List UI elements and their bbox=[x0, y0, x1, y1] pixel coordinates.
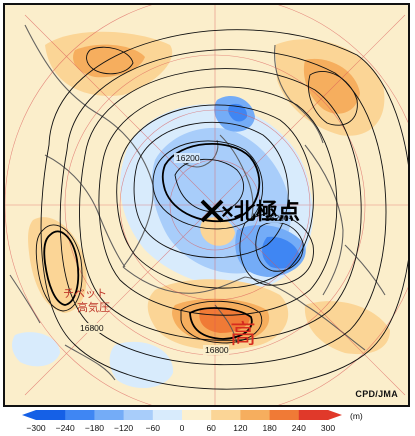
negative-anomaly-southwest bbox=[12, 332, 61, 367]
legend-color-swatch bbox=[182, 410, 212, 420]
contour-line bbox=[255, 221, 304, 272]
legend-unit-label: (m) bbox=[350, 411, 363, 421]
north-pole-label: ×北極点 bbox=[221, 199, 300, 224]
positive-anomaly-shading bbox=[28, 31, 390, 355]
contour-line bbox=[308, 71, 358, 126]
contour-line bbox=[59, 49, 387, 366]
legend-tick-label: 300 bbox=[321, 423, 335, 433]
legend-tick-label: −240 bbox=[56, 423, 75, 433]
credit-label: CPD/JMA bbox=[355, 389, 398, 399]
legend-tick-label: 240 bbox=[292, 423, 306, 433]
positive-anomaly-pacific bbox=[304, 301, 390, 355]
north-pole-marker: ×北極点 bbox=[200, 199, 300, 224]
height-contours bbox=[35, 29, 408, 390]
contour-line bbox=[133, 122, 289, 259]
contour-line bbox=[86, 46, 134, 75]
negative-anomaly-south bbox=[109, 341, 174, 389]
legend-color-swatch bbox=[269, 410, 300, 420]
legend-tick-label: 60 bbox=[206, 423, 216, 433]
core-negative-anomaly-east-dark bbox=[262, 236, 300, 269]
contour-16200 bbox=[161, 142, 261, 223]
legend-color-swatch bbox=[94, 410, 125, 420]
tibetan-high-label: チベット高気圧 bbox=[63, 287, 110, 314]
positive-anomaly-arctic-pocket bbox=[200, 217, 235, 246]
map-frame: 16200 16200 16800 16800 ×北極点 チベット高気圧 高 C… bbox=[3, 3, 410, 407]
high-pressure-label: 高 bbox=[230, 320, 256, 349]
polar-stereographic-map: 16200 16200 16800 16800 ×北極点 チベット高気圧 高 bbox=[5, 5, 408, 405]
positive-anomaly-northeast-core bbox=[303, 58, 360, 114]
contour-label: 16200 bbox=[176, 153, 200, 163]
legend-arrow-high bbox=[328, 410, 342, 420]
contour-line bbox=[35, 224, 83, 312]
legend-color-swatch bbox=[152, 410, 183, 420]
legend-tick-label: −60 bbox=[146, 423, 161, 433]
x-mark bbox=[200, 199, 224, 223]
coastlines bbox=[9, 24, 386, 381]
legend-arrow-low bbox=[22, 410, 36, 420]
legend-tick-label: −120 bbox=[114, 423, 133, 433]
legend-color-swatch bbox=[65, 410, 95, 420]
contour-16800-tibet bbox=[43, 230, 80, 306]
legend-color-swatch bbox=[298, 410, 329, 420]
contour-label: 16800 bbox=[80, 323, 104, 333]
legend-tick-label: 120 bbox=[233, 423, 247, 433]
contour-line bbox=[116, 104, 314, 289]
contour-value-labels: 16200 16200 16800 16800 bbox=[78, 153, 289, 355]
legend-color-swatch bbox=[211, 410, 241, 420]
legend-tick-label: 0 bbox=[180, 423, 185, 433]
contours-16800 bbox=[43, 142, 261, 340]
legend-color-swatch bbox=[36, 410, 66, 420]
tibetan-high-label-line: 高気圧 bbox=[77, 300, 110, 314]
contour-line bbox=[180, 300, 263, 344]
contour-line bbox=[174, 158, 245, 213]
contour-line bbox=[40, 29, 408, 390]
contour-line bbox=[98, 86, 338, 316]
positive-anomaly-japan-core bbox=[199, 307, 250, 333]
legend-color-swatch bbox=[123, 410, 154, 420]
tibetan-high-label-line: チベット bbox=[63, 287, 107, 300]
legend-tick-label: 180 bbox=[263, 423, 277, 433]
contour-16800-japan bbox=[189, 307, 253, 340]
legend-tick-label: −300 bbox=[26, 423, 45, 433]
color-legend: −300 −240 −180 −120 −60 0 60 120 180 240 300 (m) bbox=[22, 410, 363, 433]
legend-tick-label: −180 bbox=[85, 423, 104, 433]
legend-color-swatch bbox=[240, 410, 271, 420]
contour-label: 16800 bbox=[205, 345, 229, 355]
contour-label: 16200 bbox=[265, 213, 289, 223]
contour-line bbox=[79, 68, 362, 341]
